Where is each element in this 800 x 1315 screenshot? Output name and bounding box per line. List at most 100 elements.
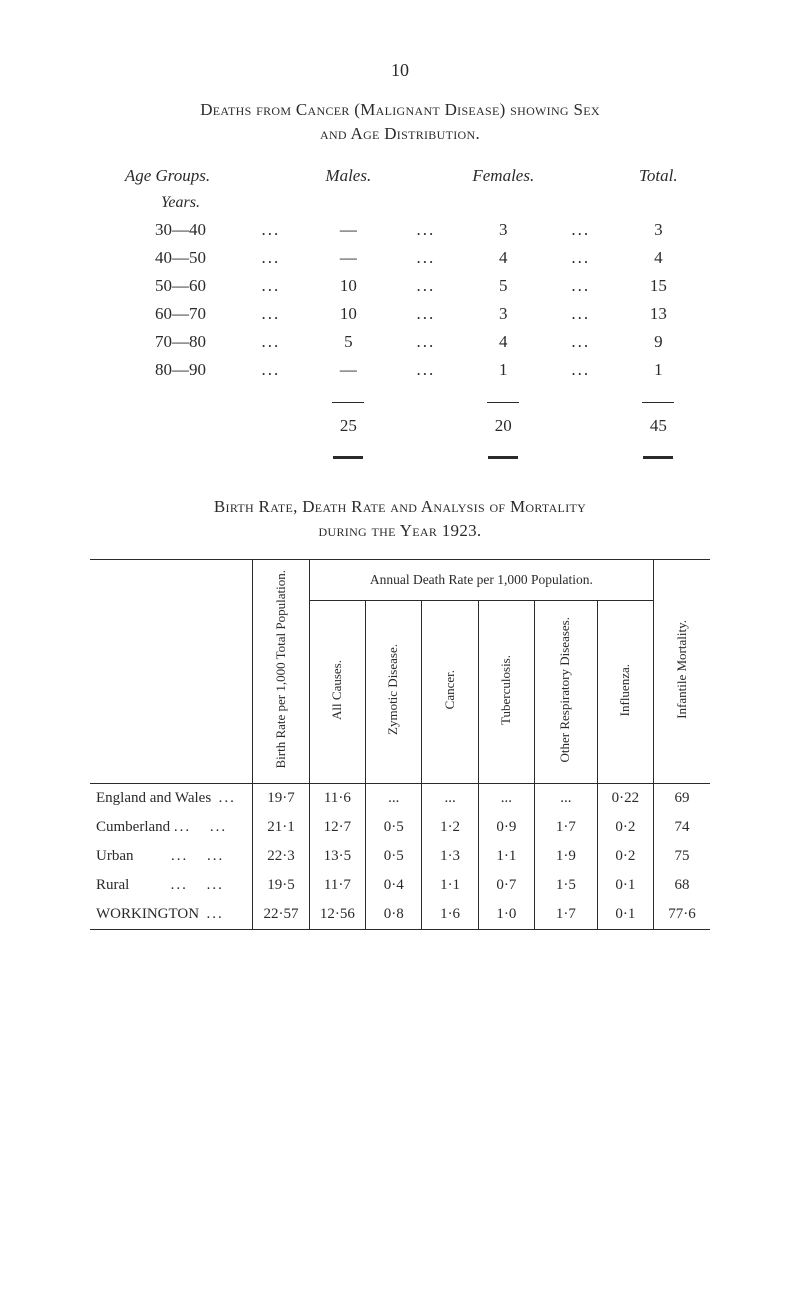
page-number: 10: [90, 60, 710, 81]
dots-icon: ...: [416, 332, 435, 351]
t1-row: 80—90 ... — ... 1 ... 1: [90, 356, 710, 384]
t1-total: 4: [607, 244, 710, 272]
t2-br: 22·57: [253, 900, 309, 930]
t2-br: 19·7: [253, 784, 309, 814]
t2-group-header-row: Birth Rate per 1,000 Total Population. A…: [90, 559, 710, 601]
t1-age: 80—90: [155, 360, 206, 379]
rule-icon: [487, 401, 519, 403]
t1-total: 15: [607, 272, 710, 300]
thick-rule-icon: [643, 456, 673, 459]
t1-females: 3: [452, 300, 555, 328]
t2-re: 1·7: [535, 813, 598, 842]
t1-total: 1: [607, 356, 710, 384]
thick-rule-icon: [488, 456, 518, 459]
t2-ca: 1·6: [422, 900, 478, 930]
t1-males: —: [297, 356, 400, 384]
t2-ac: 12·56: [309, 900, 365, 930]
thick-rule-icon: [333, 456, 363, 459]
t1-age: 70—80: [155, 332, 206, 351]
t2-br: 22·3: [253, 842, 309, 871]
t2-im: 69: [654, 784, 710, 814]
section2-title-line2: during the Year 1923.: [90, 521, 710, 541]
dots-icon: ...: [207, 906, 224, 922]
dots-icon: ...: [416, 360, 435, 379]
t1-row: 40—50 ... — ... 4 ... 4: [90, 244, 710, 272]
t2-col-zymotic: Zymotic Disease.: [386, 640, 401, 739]
t2-ac: 12·7: [309, 813, 365, 842]
dots-icon: ...: [174, 819, 191, 835]
dots-icon: ...: [571, 332, 590, 351]
dots-icon: ...: [171, 848, 188, 864]
dots-icon: ...: [207, 848, 224, 864]
t2-ca: 1·1: [422, 871, 478, 900]
t2-tb: 0·7: [478, 871, 534, 900]
t2-re: 1·9: [535, 842, 598, 871]
t1-age: 30—40: [155, 220, 206, 239]
t2-col-influenza: Influenza.: [618, 660, 633, 720]
t2-zy: 0·4: [366, 871, 422, 900]
t2-ca: ...: [422, 784, 478, 814]
t1-head-males: Males.: [325, 166, 371, 185]
t2-col-resp: Other Respiratory Diseases.: [558, 613, 573, 767]
dots-icon: ...: [416, 248, 435, 267]
t1-females: 3: [452, 216, 555, 244]
dots-icon: ...: [171, 877, 188, 893]
t1-males: 10: [297, 272, 400, 300]
t1-row: 70—80 ... 5 ... 4 ... 9: [90, 328, 710, 356]
dots-icon: ...: [210, 819, 227, 835]
t2-tb: 1·0: [478, 900, 534, 930]
dots-icon: ...: [261, 248, 280, 267]
t1-header-row: Age Groups. Males. Females. Total.: [90, 162, 710, 190]
t2-in: 0·2: [597, 842, 653, 871]
dots-icon: ...: [261, 304, 280, 323]
t2-zy: 0·8: [366, 900, 422, 930]
t2-im: 77·6: [654, 900, 710, 930]
dots-icon: ...: [207, 877, 224, 893]
dots-icon: ...: [261, 332, 280, 351]
t1-females: 4: [452, 328, 555, 356]
t2-row: Urban ... ... 22·3 13·5 0·5 1·3 1·1 1·9 …: [90, 842, 710, 871]
t2-br: 19·5: [253, 871, 309, 900]
dots-icon: ...: [261, 220, 280, 239]
t2-re: ...: [535, 784, 598, 814]
t1-row: 30—40 ... — ... 3 ... 3: [90, 216, 710, 244]
dots-icon: ...: [219, 790, 236, 806]
t2-im: 68: [654, 871, 710, 900]
t1-age: 50—60: [155, 276, 206, 295]
dots-icon: ...: [416, 220, 435, 239]
t1-age: 40—50: [155, 248, 206, 267]
t2-ca: 1·2: [422, 813, 478, 842]
t1-head-females: Females.: [472, 166, 534, 185]
t2-im: 74: [654, 813, 710, 842]
t2-zy: ...: [366, 784, 422, 814]
t1-totals-row: 25 20 45: [90, 412, 710, 440]
rule-icon: [642, 401, 674, 403]
t1-total-males: 25: [297, 412, 400, 440]
t1-males: 10: [297, 300, 400, 328]
t1-total-total: 45: [607, 412, 710, 440]
t2-ac: 11·7: [309, 871, 365, 900]
t2-tb: 1·1: [478, 842, 534, 871]
t1-males: —: [297, 216, 400, 244]
t1-females: 1: [452, 356, 555, 384]
t2-zy: 0·5: [366, 813, 422, 842]
rule-icon: [332, 401, 364, 403]
age-distribution-table: Age Groups. Males. Females. Total. Years…: [90, 162, 710, 468]
t2-ac: 13·5: [309, 842, 365, 871]
t2-bold-row: WORKINGTON ... 22·57 12·56 0·8 1·6 1·0 1…: [90, 900, 710, 930]
t2-in: 0·2: [597, 813, 653, 842]
t1-females: 5: [452, 272, 555, 300]
t1-males: —: [297, 244, 400, 272]
t1-total: 9: [607, 328, 710, 356]
t2-row-label: Rural: [96, 877, 129, 893]
t2-tb: ...: [478, 784, 534, 814]
t2-col-birth-rate: Birth Rate per 1,000 Total Population.: [274, 566, 289, 773]
t2-tb: 0·9: [478, 813, 534, 842]
dots-icon: ...: [261, 360, 280, 379]
mortality-analysis-table: Birth Rate per 1,000 Total Population. A…: [90, 559, 710, 931]
t2-br: 21·1: [253, 813, 309, 842]
dots-icon: ...: [571, 360, 590, 379]
dots-icon: ...: [571, 304, 590, 323]
t1-head-total: Total.: [639, 166, 678, 185]
dots-icon: ...: [416, 276, 435, 295]
